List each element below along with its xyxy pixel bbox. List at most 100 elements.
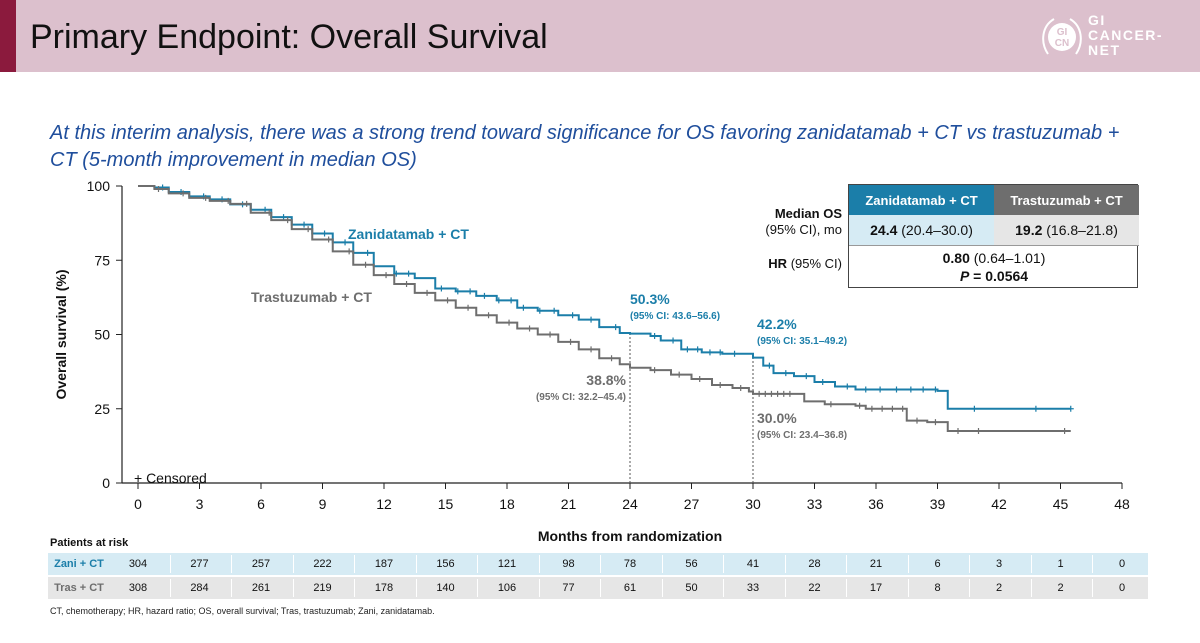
censor-mark (305, 226, 312, 233)
gi-cancer-net-logo-mark: GI CN (1042, 18, 1082, 55)
risk-cell-separator (477, 555, 478, 573)
risk-row-tras: Tras + CT 308 284 261 219 178 140 106 77 61 50 33 2… (48, 577, 1148, 599)
logo-mark-text-2: CN (1055, 38, 1069, 49)
censor-mark (694, 346, 701, 353)
censor-mark (485, 312, 492, 319)
risk-cell: 304 (128, 558, 148, 570)
censor-mark (465, 304, 472, 311)
censor-mark (696, 376, 703, 383)
censor-mark (1061, 428, 1068, 435)
x-tick-label: 15 (438, 496, 454, 512)
risk-cell: 0 (1118, 558, 1126, 570)
x-tick-label: 42 (991, 496, 1007, 512)
censor-mark (569, 312, 576, 319)
risk-cell: 8 (934, 582, 941, 594)
risk-cell-separator (723, 555, 724, 573)
risk-cell: 6 (934, 558, 941, 570)
censor-mark (405, 270, 412, 277)
censor-mark (893, 386, 900, 393)
censor-mark (774, 390, 781, 397)
censor-mark (526, 325, 533, 332)
censor-mark (756, 390, 763, 397)
censor-mark (551, 307, 558, 314)
censor-mark (827, 401, 834, 408)
risk-cell-separator (661, 579, 663, 597)
series-label-trastuzumab: Trastuzumab + CT (251, 289, 372, 305)
risk-cell: 2 (1057, 582, 1064, 594)
censor-mark (438, 285, 445, 292)
risk-cell-separator (661, 555, 663, 573)
risk-cell: 106 (497, 582, 517, 594)
y-tick-label: 0 (102, 475, 110, 491)
censor-mark (856, 402, 863, 409)
landmark-ci-label: (95% CI: 43.6–56.6) (630, 311, 720, 322)
os-median-trastuzumab: 19.2 (16.8–21.8) (994, 215, 1139, 245)
risk-cell: 21 (869, 558, 883, 570)
censor-mark (481, 292, 488, 299)
censor-mark (342, 239, 349, 246)
risk-cell-separator (354, 555, 355, 573)
risk-cell-separator (1030, 579, 1032, 597)
censor-mark (780, 390, 787, 397)
censor-mark (670, 337, 677, 344)
risk-cell: 121 (497, 558, 517, 570)
censor-mark (717, 349, 724, 356)
risk-cell: 41 (746, 558, 760, 570)
censor-mark (608, 355, 615, 362)
censor-mark (1032, 405, 1039, 412)
risk-cell: 187 (374, 558, 394, 570)
risk-cell-separator (784, 555, 786, 573)
censor-mark (717, 381, 724, 388)
censor-mark (651, 332, 658, 339)
zani-median-ci: (20.4–30.0) (901, 222, 973, 238)
slide-header: Primary Endpoint: Overall Survival GI CN… (0, 0, 1200, 72)
hr-value: 0.80 (942, 249, 970, 266)
risk-cell: 50 (685, 582, 698, 594)
censor-mark (284, 217, 291, 224)
risk-cell: 261 (251, 582, 271, 594)
p-label: P (959, 267, 970, 284)
censor-mark (1067, 405, 1074, 412)
censor-mark (301, 221, 308, 228)
risk-cell-separator (969, 555, 970, 573)
censor-mark (899, 405, 906, 412)
x-axis-label: Months from randomization (538, 528, 722, 544)
os-summary-table: Zanidatamab + CT Trastuzumab + CT 24.4 (… (848, 184, 1139, 288)
censor-mark (907, 386, 914, 393)
x-tick-label: 48 (1114, 496, 1130, 512)
risk-cell-separator (538, 579, 540, 597)
p-value: = 0.0564 (973, 267, 1029, 284)
x-tick-label: 24 (622, 496, 638, 512)
y-tick-label: 25 (94, 401, 110, 417)
risk-cell-separator (169, 579, 171, 597)
x-tick-label: 30 (745, 496, 761, 512)
x-tick-label: 21 (561, 496, 577, 512)
x-tick-label: 33 (807, 496, 823, 512)
y-axis-label: Overall survival (%) (53, 270, 69, 400)
censor-mark (495, 297, 502, 304)
censor-mark (737, 384, 744, 391)
risk-cell-separator (477, 579, 478, 597)
risk-cell-separator (907, 555, 909, 573)
censor-mark (202, 194, 209, 201)
risk-cell: 140 (436, 582, 455, 594)
risk-row-label: Zani + CT (54, 558, 104, 570)
censor-mark (768, 390, 775, 397)
censor-mark (346, 248, 353, 255)
risk-cell-separator (1030, 555, 1032, 573)
risk-cell-separator (169, 555, 171, 573)
risk-cell: 3 (995, 558, 1003, 570)
censor-mark (612, 324, 619, 331)
y-tick-label: 50 (94, 327, 110, 343)
censor-mark (914, 417, 920, 424)
censor-mark (676, 371, 683, 378)
risk-cell-separator (846, 579, 847, 597)
median-os-row-label: Median OS (95% CI), mo (700, 206, 842, 238)
censor-mark (444, 297, 451, 304)
censor-mark (955, 428, 961, 435)
risk-cell: 308 (128, 582, 148, 594)
censor-mark (651, 367, 658, 374)
censor-mark (889, 405, 896, 412)
risk-cell-separator (538, 555, 540, 573)
landmark-value-label: 38.8% (586, 372, 626, 388)
